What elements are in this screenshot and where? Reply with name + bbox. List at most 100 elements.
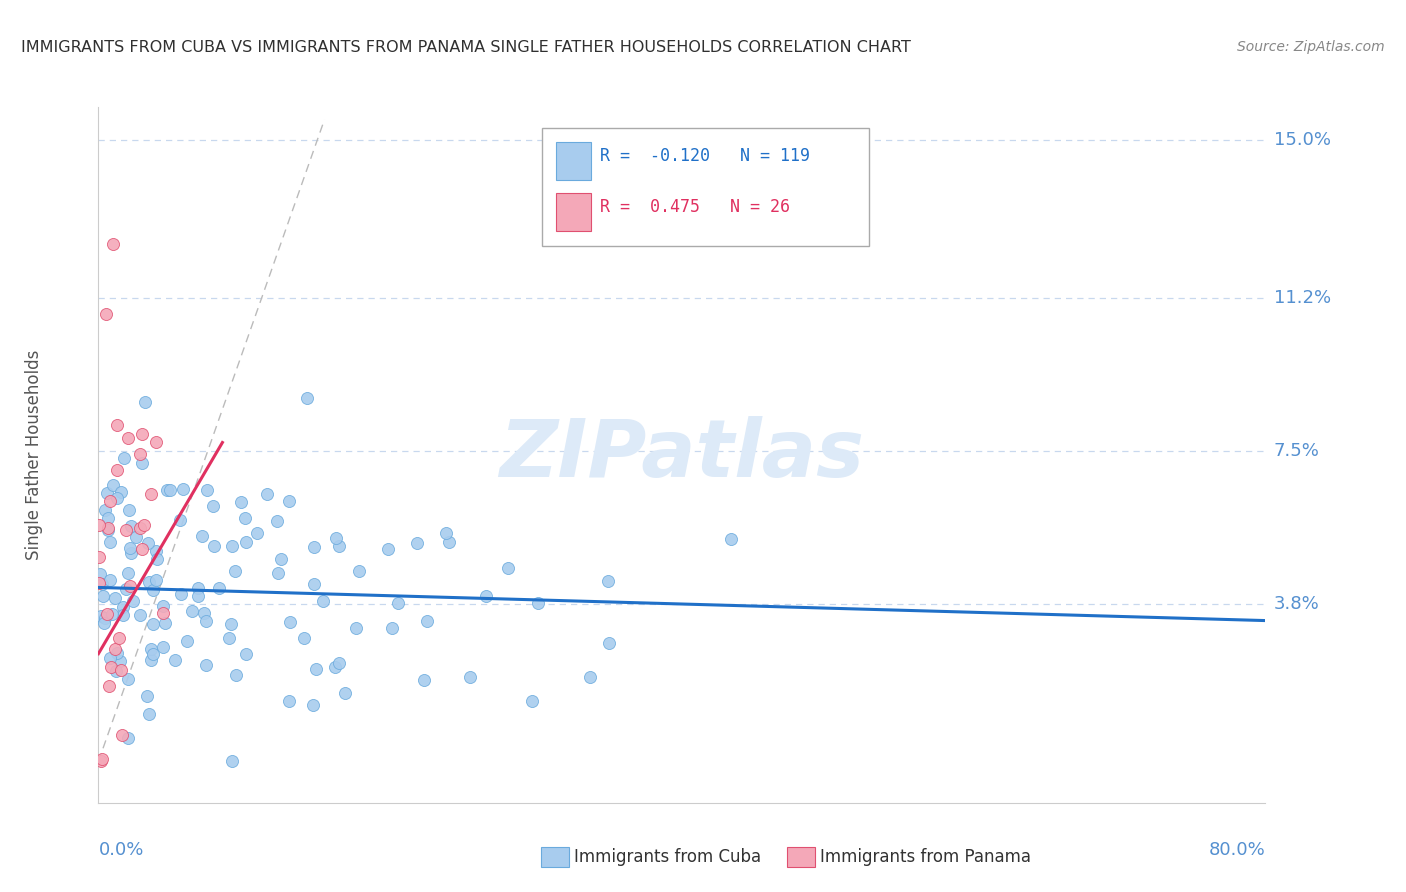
Point: [266, 514, 288, 528]
Point: [129, 447, 152, 461]
Point: [98, 494, 121, 508]
Point: [105, 463, 128, 477]
Point: [132, 517, 155, 532]
Point: [145, 573, 167, 587]
Point: [103, 478, 125, 492]
Point: [89, 549, 111, 564]
Text: R =  -0.120   N = 119: R = -0.120 N = 119: [600, 147, 810, 165]
Point: [333, 686, 356, 700]
Point: [141, 642, 163, 657]
Text: Immigrants from Cuba: Immigrants from Cuba: [574, 848, 761, 866]
Point: [278, 694, 301, 708]
Point: [117, 566, 139, 580]
Point: [138, 575, 160, 590]
Point: [129, 607, 152, 622]
Point: [89, 575, 111, 590]
Point: [235, 647, 257, 661]
Point: [152, 599, 174, 614]
Point: [94, 611, 117, 625]
Point: [108, 632, 131, 646]
Point: [302, 577, 325, 591]
Text: 80.0%: 80.0%: [1209, 841, 1265, 859]
Point: [267, 566, 290, 581]
Point: [312, 594, 335, 608]
Point: [91, 589, 114, 603]
Point: [180, 604, 202, 618]
Point: [387, 596, 409, 610]
Point: [176, 634, 198, 648]
Point: [328, 656, 350, 670]
Point: [101, 236, 124, 251]
Point: [270, 552, 292, 566]
Point: [141, 486, 163, 500]
Point: [120, 519, 142, 533]
Point: [89, 566, 111, 581]
Point: [142, 616, 165, 631]
Point: [104, 591, 127, 605]
Point: [94, 307, 117, 321]
Point: [295, 392, 318, 406]
Point: [107, 646, 129, 660]
Point: [328, 539, 350, 553]
Text: 3.8%: 3.8%: [1274, 595, 1319, 613]
Point: [142, 582, 165, 597]
Point: [159, 483, 181, 498]
Point: [165, 653, 187, 667]
Point: [437, 535, 460, 549]
Point: [224, 564, 246, 578]
Point: [91, 751, 114, 765]
Point: [105, 418, 128, 433]
Point: [135, 690, 157, 704]
Point: [101, 607, 124, 621]
Point: [138, 706, 160, 721]
Point: [104, 642, 127, 657]
Point: [225, 668, 247, 682]
Point: [460, 670, 482, 684]
Point: [105, 665, 128, 679]
Point: [235, 534, 257, 549]
Point: [156, 483, 179, 497]
Point: [256, 487, 278, 501]
Point: [434, 525, 457, 540]
Point: [90, 755, 112, 769]
Point: [110, 655, 132, 669]
Point: [120, 578, 142, 592]
Point: [202, 539, 225, 553]
Point: [96, 521, 118, 535]
Text: Source: ZipAtlas.com: Source: ZipAtlas.com: [1237, 40, 1385, 54]
Point: [112, 600, 135, 615]
Text: 11.2%: 11.2%: [1274, 288, 1331, 307]
Point: [194, 614, 217, 628]
Text: 15.0%: 15.0%: [1274, 131, 1330, 149]
Point: [117, 731, 139, 746]
Point: [131, 456, 153, 470]
Point: [412, 673, 434, 687]
Point: [110, 663, 132, 677]
Point: [187, 589, 209, 603]
Point: [526, 596, 548, 610]
Point: [405, 536, 427, 550]
Point: [97, 510, 120, 524]
Point: [96, 607, 118, 622]
Point: [100, 660, 122, 674]
Point: [277, 494, 299, 508]
Point: [193, 606, 215, 620]
Point: [221, 617, 243, 632]
Point: [233, 511, 256, 525]
Point: [579, 670, 602, 684]
Point: [153, 616, 176, 631]
Point: [90, 609, 112, 624]
Point: [122, 594, 145, 608]
Text: Single Father Households: Single Father Households: [25, 350, 44, 560]
Point: [98, 651, 121, 665]
Point: [381, 621, 404, 635]
Point: [97, 524, 120, 538]
Point: [720, 533, 742, 547]
Point: [496, 561, 519, 575]
Point: [522, 694, 544, 708]
Point: [89, 518, 111, 533]
FancyBboxPatch shape: [541, 128, 869, 246]
Text: Immigrants from Panama: Immigrants from Panama: [820, 848, 1031, 866]
Point: [112, 450, 135, 465]
Point: [207, 581, 229, 595]
